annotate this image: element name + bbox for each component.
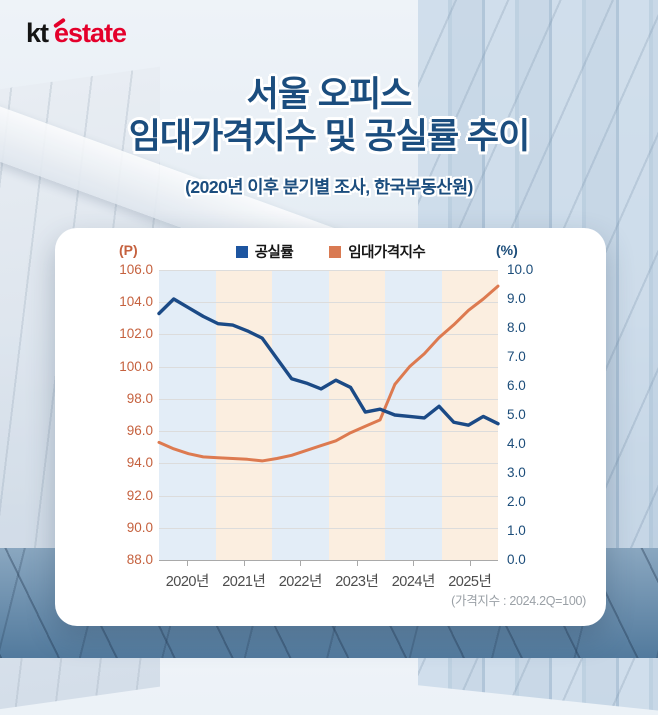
gridline	[159, 366, 498, 368]
legend-item-rent-index: 임대가격지수	[329, 241, 426, 262]
kt-estate-logo: kt estate	[26, 17, 127, 49]
x-axis-line	[159, 560, 498, 561]
chart-footnote: (가격지수 : 2024.2Q=100)	[451, 594, 586, 608]
left-axis-tick: 88.0	[126, 552, 153, 567]
line-vacancy-rate	[157, 297, 500, 427]
x-axis-year-label: 2022년	[278, 574, 323, 590]
x-axis-year-label: 2025년	[448, 574, 492, 590]
gridline	[159, 495, 498, 497]
legend-swatch-vacancy	[235, 245, 248, 258]
legend-swatch-rent-index	[329, 245, 342, 258]
right-axis-tick: 3.0	[507, 465, 526, 480]
left-axis-tick: 98.0	[126, 390, 153, 406]
right-axis-tick: 4.0	[507, 436, 526, 451]
logo-estate-text: estate	[54, 18, 127, 48]
gridline	[159, 527, 498, 529]
gridline	[159, 431, 498, 433]
gridline	[159, 334, 498, 336]
year-band	[272, 270, 329, 560]
logo-kt-text: kt	[26, 18, 49, 48]
chart-lines	[157, 284, 500, 463]
legend-label-vacancy: 공실률	[254, 245, 294, 261]
gridline	[159, 398, 498, 400]
year-band	[215, 270, 272, 560]
left-axis-tick: 106.0	[119, 262, 153, 277]
line-rent-price-index	[157, 284, 500, 463]
x-axis-tick-mark	[469, 561, 471, 566]
chart-legend: 공실률 임대가격지수	[55, 241, 606, 262]
right-axis-tick: 2.0	[507, 494, 526, 509]
right-axis-tick: 7.0	[507, 349, 526, 364]
left-axis-tick: 92.0	[126, 487, 153, 503]
legend-label-rent-index: 임대가격지수	[348, 245, 426, 261]
left-axis-tick: 96.0	[126, 423, 153, 439]
year-band	[328, 270, 385, 560]
right-axis-tick: 1.0	[507, 523, 526, 538]
right-axis-tick: 8.0	[507, 320, 526, 335]
left-axis-tick: 90.0	[126, 519, 153, 535]
x-axis-year-label: 2024년	[391, 574, 436, 590]
right-axis-tick: 9.0	[507, 291, 526, 306]
x-axis-tick-mark	[187, 561, 189, 566]
left-axis-tick: 102.0	[119, 326, 153, 342]
page-title-line1: 서울 오피스	[246, 75, 413, 114]
right-axis-tick: 0.0	[507, 552, 526, 567]
x-axis-tick-mark	[300, 561, 302, 566]
gridline	[159, 302, 498, 304]
page-subtitle: (2020년 이후 분기별 조사, 한국부동산원)	[185, 177, 473, 197]
x-axis-tick-mark	[243, 561, 245, 566]
gridline	[159, 463, 498, 465]
legend-item-vacancy: 공실률	[235, 241, 294, 262]
plot-area	[157, 270, 500, 561]
x-axis-year-label: 2021년	[222, 574, 266, 590]
x-axis-tick-mark	[356, 561, 358, 566]
left-axis-tick: 100.0	[119, 358, 153, 374]
x-axis-tick-mark	[413, 561, 415, 566]
left-axis-tick: 94.0	[126, 455, 153, 471]
title-block: 서울 오피스 임대가격지수 및 공실률 추이 (2020년 이후 분기별 조사,…	[0, 74, 658, 199]
x-axis-year-label: 2020년	[165, 574, 210, 590]
x-axis-year-label: 2023년	[335, 574, 379, 590]
left-axis-tick: 104.0	[119, 294, 153, 310]
right-axis-tick: 10.0	[507, 262, 534, 277]
page-title-line2: 임대가격지수 및 공실률 추이	[128, 117, 531, 156]
chart-card: (P) (%) 공실률 임대가격지수 106.0 104.0 102.0 100.0 9…	[55, 228, 606, 626]
right-axis-tick: 5.0	[507, 407, 526, 422]
right-axis-tick: 6.0	[507, 378, 526, 393]
